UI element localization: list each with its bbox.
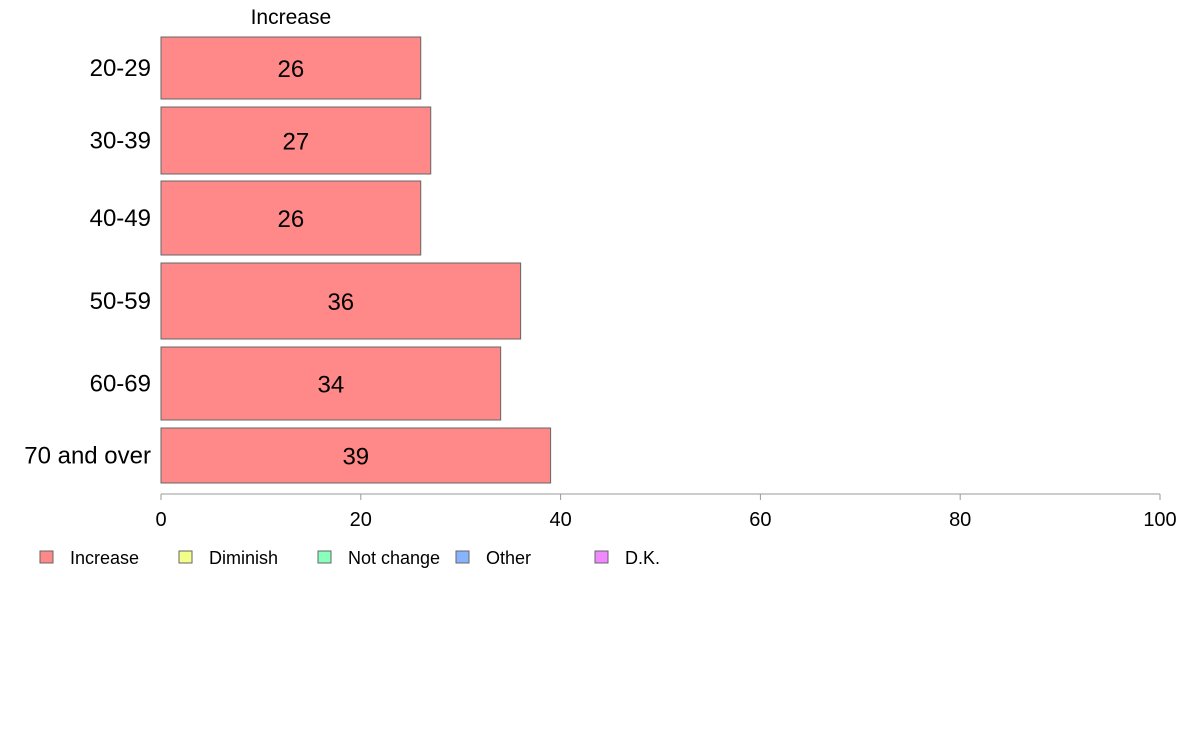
legend-swatch [39, 550, 54, 564]
x-tick-label: 20 [350, 509, 372, 531]
bar-increase [160, 36, 422, 100]
bar-increase [160, 346, 502, 421]
bar-value-label: 26 [278, 56, 305, 83]
legend-swatch [317, 550, 332, 564]
x-tick-label: 40 [549, 509, 571, 531]
category-label: 30-39 [90, 128, 151, 155]
legend-swatch [178, 550, 193, 564]
bar-value-label: 26 [278, 206, 305, 233]
bar-value-label: 39 [342, 444, 369, 471]
category-label: 70 and over [24, 443, 151, 470]
bar-increase [160, 180, 422, 256]
x-tick-label: 60 [749, 509, 771, 531]
legend-label: Not change [348, 548, 440, 568]
category-label: 60-69 [90, 371, 151, 398]
bar-increase [160, 427, 552, 484]
legend-swatch [594, 550, 609, 564]
bar-value-label: 34 [317, 372, 344, 399]
legend-label: Diminish [209, 548, 278, 568]
series-header-label: Increase [251, 6, 332, 29]
legend-label: Other [486, 548, 531, 568]
x-tick-label: 80 [949, 509, 971, 531]
bar-increase [160, 106, 432, 175]
x-tick-label: 100 [1143, 509, 1176, 531]
x-tick-label: 0 [155, 509, 166, 531]
legend-label: Increase [70, 548, 139, 568]
bar-value-label: 27 [283, 129, 310, 156]
legend-swatch [455, 550, 470, 564]
bar-increase [160, 262, 522, 340]
legend-label: D.K. [625, 548, 660, 568]
category-label: 50-59 [90, 288, 151, 315]
category-label: 20-29 [90, 55, 151, 82]
category-label: 40-49 [90, 205, 151, 232]
bar-value-label: 36 [327, 289, 354, 316]
